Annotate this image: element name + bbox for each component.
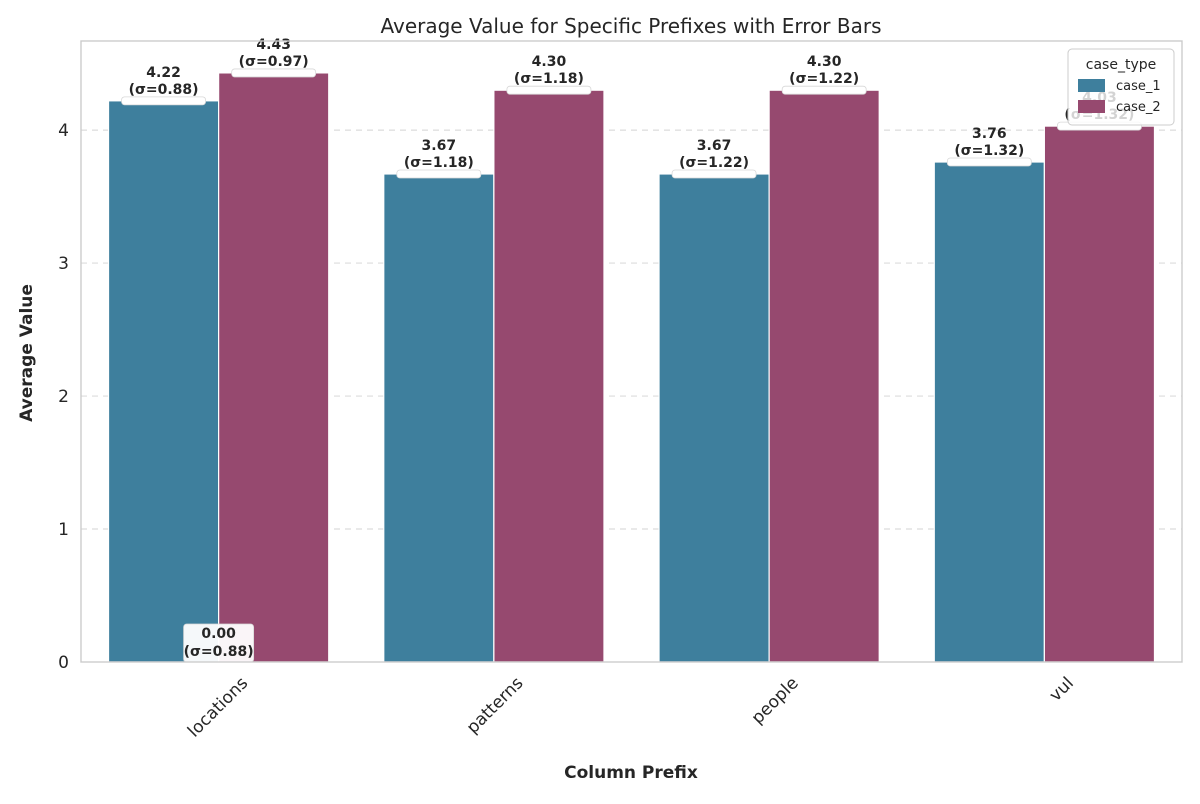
plot-frame [80, 40, 1183, 663]
legend-swatch [1078, 100, 1105, 113]
y-tick-label: 4 [58, 121, 69, 141]
bar-case_2-patterns [493, 89, 605, 663]
bar-case_2-vul [1043, 125, 1156, 663]
bar-label-case_1-patterns: 3.67(σ=1.18) [396, 138, 482, 179]
label-box [231, 68, 317, 78]
label-box [671, 169, 757, 179]
x-axis-title: Column Prefix [564, 763, 698, 783]
legend-label: case_1 [1116, 79, 1161, 94]
bar-label-case_1-locations: 4.22(σ=0.88) [121, 65, 206, 106]
y-axis-title: Average Value [17, 284, 37, 422]
bar-label-case_2-patterns: 4.30(σ=1.18) [506, 54, 592, 95]
zero-label: 0.00 (σ=0.88) [183, 623, 255, 663]
bar-case_1-patterns [383, 173, 495, 663]
y-tick-label: 3 [58, 254, 69, 274]
bar-case_1-people [658, 173, 770, 663]
legend-item-case_1: case_1 [1078, 79, 1161, 94]
label-box [396, 169, 482, 179]
bar-std-label: (σ=1.18) [404, 155, 474, 171]
bar-std-label: (σ=1.18) [514, 71, 584, 87]
bar-case_2-locations [218, 72, 330, 663]
chart-title: Average Value for Specific Prefixes with… [380, 14, 881, 38]
y-tick-label: 2 [58, 387, 69, 407]
bar-value-label: 4.30 [532, 54, 567, 70]
label-box [946, 157, 1032, 167]
bar-case_1-locations [107, 100, 220, 663]
label-box [781, 85, 867, 95]
bar-label-case_1-people: 3.67(σ=1.22) [671, 138, 757, 179]
bar-value-label: 3.67 [422, 138, 457, 154]
bar-value-label: 4.43 [256, 37, 291, 53]
bar-value-label: 3.76 [972, 126, 1007, 142]
bar-std-label: (σ=1.22) [789, 71, 859, 87]
bar-case_2-people [768, 89, 880, 663]
legend-label: case_2 [1116, 100, 1161, 115]
bar-std-label: (σ=0.97) [239, 54, 309, 70]
bar-label-case_1-vul: 3.76(σ=1.32) [946, 126, 1032, 167]
bar-label-case_2-people: 4.30(σ=1.22) [781, 54, 867, 95]
legend-title: case_type [1086, 57, 1156, 73]
y-tick-label: 0 [58, 653, 69, 673]
legend-item-case_2: case_2 [1078, 100, 1161, 115]
bar-value-label: 4.30 [807, 54, 842, 70]
bar-value-label: 0.00 [201, 626, 236, 642]
bar-std-label: (σ=0.88) [129, 82, 199, 98]
bar-value-label: 4.22 [146, 65, 181, 81]
bar-case_1-vul [933, 161, 1045, 663]
legend-swatch [1078, 79, 1105, 92]
y-tick-label: 1 [58, 520, 69, 540]
bar-std-label: (σ=1.32) [954, 143, 1024, 159]
label-box [506, 85, 592, 95]
bar-value-label: 3.67 [697, 138, 732, 154]
bar-std-label: (σ=0.88) [184, 644, 254, 660]
legend: case_type case_1 case_2 [1067, 48, 1175, 126]
bar-std-label: (σ=1.22) [679, 155, 749, 171]
label-box [121, 96, 206, 106]
